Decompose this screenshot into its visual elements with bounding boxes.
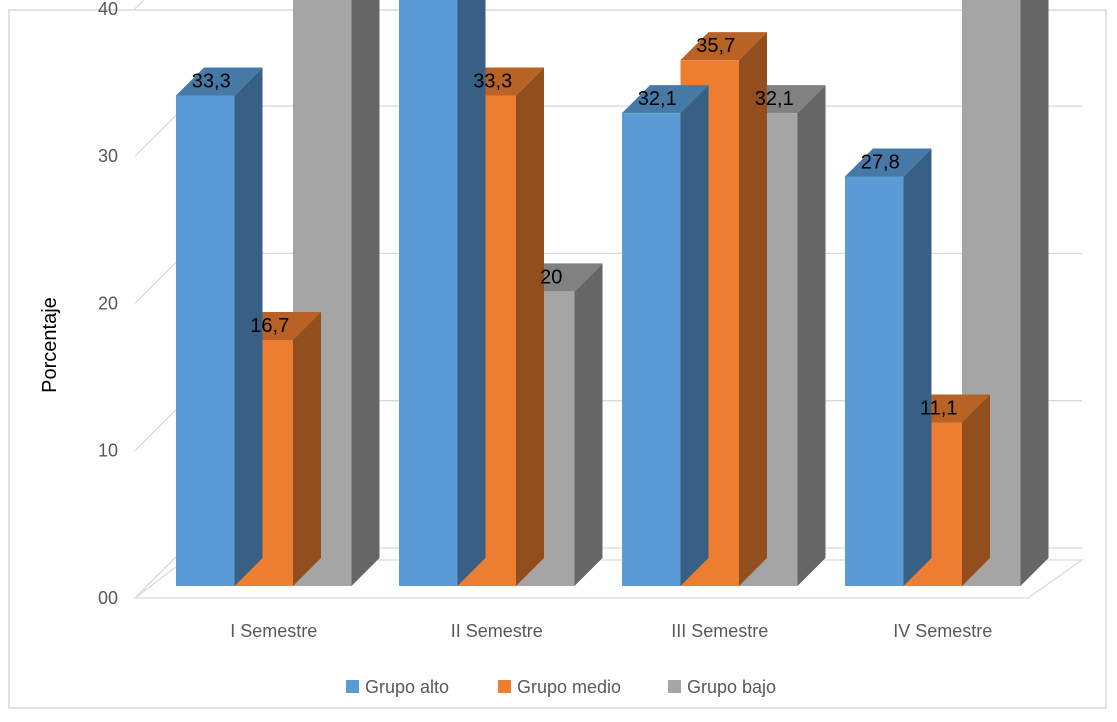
legend-swatch	[498, 680, 511, 693]
legend-label: Grupo alto	[365, 677, 449, 697]
y-tick-label: 20	[98, 293, 118, 313]
legend: Grupo alto Grupo medio Grupo bajo	[346, 677, 776, 697]
x-tick-label: II Semestre	[451, 621, 543, 641]
data-label: 33,3	[473, 70, 512, 92]
data-label: 11,1	[920, 397, 957, 419]
data-label: 20	[540, 266, 562, 288]
legend-item: Grupo medio	[498, 677, 621, 697]
legend-item: Grupo bajo	[668, 677, 776, 697]
bar	[399, 0, 486, 586]
data-label: 27,8	[861, 152, 900, 174]
bar	[845, 148, 932, 587]
data-label: 32,1	[638, 88, 677, 110]
y-axis-ticks: 0010203040506070	[98, 0, 118, 608]
legend-label: Grupo bajo	[687, 677, 776, 697]
legend-label: Grupo medio	[517, 677, 621, 697]
y-tick-label: 10	[98, 441, 118, 461]
bar	[176, 67, 263, 587]
data-label: 35,7	[696, 35, 735, 57]
x-axis-categories: I Semestre II Semestre III Semestre IV Seme…	[230, 621, 992, 641]
bars	[176, 0, 1049, 587]
data-label: 16,7	[250, 315, 289, 337]
y-tick-label: 40	[98, 0, 118, 19]
data-label: 33,3	[192, 70, 231, 92]
x-tick-label: III Semestre	[671, 621, 768, 641]
x-tick-label: IV Semestre	[893, 621, 992, 641]
data-label: 32,1	[755, 88, 794, 110]
legend-swatch	[346, 680, 359, 693]
gridline	[134, 0, 145, 10]
y-tick-label: 30	[98, 146, 118, 166]
bar	[622, 85, 709, 587]
y-tick-label: 00	[98, 588, 118, 608]
legend-item: Grupo alto	[346, 677, 449, 697]
data-labels: 33,316,75046,733,32032,135,732,127,811,1…	[192, 35, 958, 419]
y-axis-title: Porcentaje	[39, 297, 61, 393]
x-tick-label: I Semestre	[230, 621, 317, 641]
legend-swatch	[668, 680, 681, 693]
